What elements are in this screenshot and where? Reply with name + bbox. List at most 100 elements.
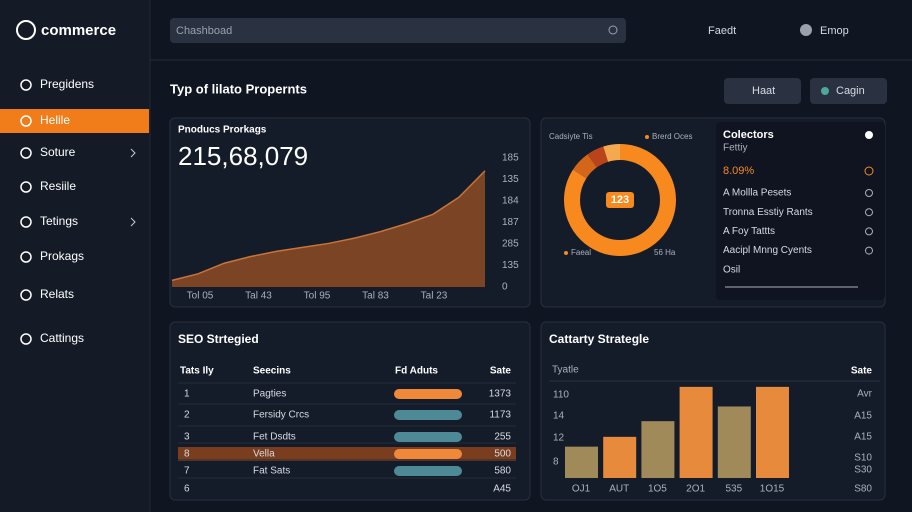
nav-item[interactable]: Prokags	[40, 249, 84, 263]
status-dot	[865, 131, 873, 139]
axis-label: 110	[553, 390, 569, 401]
axis-label: A15	[854, 411, 872, 422]
progress-bar	[394, 432, 462, 442]
cell: 580	[494, 466, 511, 477]
card-title: SEO Strtegied	[178, 332, 259, 346]
donut-segment	[564, 144, 676, 256]
legend: Cadsiyte Tis	[549, 132, 593, 141]
collectors-panel	[716, 122, 885, 300]
nav-item[interactable]: Tetings	[40, 214, 78, 228]
cell: 6	[184, 484, 190, 495]
cell: 500	[494, 449, 511, 460]
collector-item: A Foy Tattts	[723, 226, 775, 237]
cell: Vella	[253, 449, 275, 460]
axis-label: 12	[553, 433, 565, 444]
collectors-title: Colectors	[723, 129, 774, 141]
x-label: 1O5	[648, 484, 667, 495]
center-badge	[606, 192, 634, 208]
bar	[565, 446, 598, 478]
button[interactable]	[810, 78, 887, 104]
user1[interactable]: Faedt	[708, 25, 736, 37]
legend-dot	[564, 251, 568, 255]
axis-label: Avr	[857, 389, 872, 400]
user2[interactable]: Emop	[820, 25, 849, 37]
collector-item: A Mollla Pesets	[723, 188, 791, 199]
radio[interactable]	[865, 189, 873, 197]
card	[169, 321, 531, 501]
x-label: AUT	[609, 484, 629, 495]
cell: Pagties	[253, 389, 286, 400]
x-label: Tol 05	[187, 291, 214, 302]
axis-label: 184	[502, 196, 519, 207]
nav-icon	[20, 251, 32, 263]
donut-footer: Faeal	[571, 248, 591, 257]
nav-item[interactable]: Relats	[40, 287, 74, 301]
axis-label: 8	[553, 457, 559, 468]
x-label: Tol 95	[304, 291, 331, 302]
nav-icon	[20, 79, 32, 91]
column-header: Sate	[490, 366, 512, 377]
legend: Brerd Oces	[652, 132, 692, 141]
progress-bar	[394, 466, 462, 476]
total: 215,68,079	[178, 141, 308, 171]
column-header: Sate	[851, 366, 873, 377]
x-label: Tal 43	[245, 291, 272, 302]
sidebar	[0, 0, 150, 512]
bar	[756, 386, 789, 478]
radio[interactable]	[865, 246, 873, 255]
button[interactable]	[724, 78, 801, 104]
x-label: Tal 23	[421, 291, 448, 302]
cell: 2	[184, 410, 190, 421]
cell: Fet Dsdts	[253, 432, 296, 443]
axis-label: 185	[502, 153, 519, 164]
bar	[717, 406, 751, 478]
axis-label: S10	[854, 453, 872, 464]
axis-label: S80	[854, 484, 872, 495]
area-line	[171, 170, 486, 282]
radio[interactable]	[865, 208, 873, 217]
logo: commerce	[41, 22, 116, 39]
chevron	[130, 217, 136, 227]
bar	[679, 386, 713, 478]
axis-label: A15	[854, 432, 872, 443]
axis-label: 14	[553, 411, 565, 422]
cell: 1373	[489, 389, 512, 400]
nav-item[interactable]: Pregidens	[40, 77, 94, 91]
axis-label: 187	[502, 217, 519, 228]
chevron	[130, 148, 136, 158]
nav-icon	[20, 216, 32, 228]
cell: A45	[493, 484, 511, 495]
axis-label: 285	[502, 239, 519, 250]
button-label: Cagin	[836, 85, 865, 97]
radio[interactable]	[865, 227, 873, 236]
nav-icon	[20, 333, 32, 345]
nav-item[interactable]: Cattings	[40, 331, 84, 345]
nav-item[interactable]: Helile	[40, 113, 70, 127]
search-box[interactable]	[170, 18, 626, 43]
progress-bar	[394, 449, 462, 459]
avatar	[800, 24, 812, 36]
cell: 255	[494, 432, 511, 443]
nav-icon	[20, 181, 32, 193]
active-nav[interactable]	[0, 109, 149, 133]
axis-label: 135	[502, 174, 519, 185]
bar	[641, 421, 675, 478]
cell: 1173	[489, 410, 511, 421]
cell: 1	[184, 389, 190, 400]
x-label: Tal 83	[362, 291, 389, 302]
logo-icon	[16, 20, 36, 40]
x-label: 1O15	[760, 484, 785, 495]
donut-footer: 56 Ha	[654, 248, 676, 257]
row-highlight	[178, 447, 516, 461]
dropdown[interactable]: Tyatle	[552, 365, 579, 376]
cell: Fat Sats	[253, 466, 290, 477]
nav-item[interactable]: Resiile	[40, 179, 76, 193]
radio[interactable]	[864, 166, 874, 176]
axis-label: 135	[502, 260, 519, 271]
axis-label: 0	[502, 282, 508, 293]
column-header: Seecins	[253, 366, 291, 377]
axis-label: S30	[854, 465, 872, 476]
nav-item[interactable]: Soture	[40, 145, 76, 159]
collectors-highlight: 8.09%	[723, 165, 754, 177]
